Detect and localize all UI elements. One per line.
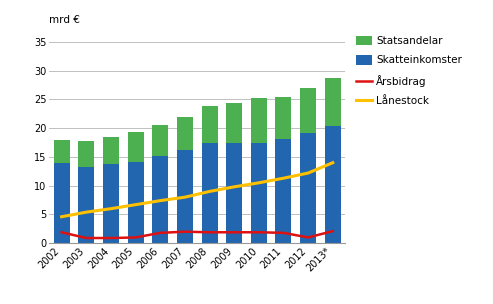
Bar — [300, 133, 316, 243]
Bar — [276, 139, 291, 243]
Bar — [202, 143, 217, 243]
Legend: Statsandelar, Skatteinkomster, Årsbidrag, Lånestock: Statsandelar, Skatteinkomster, Årsbidrag… — [356, 36, 462, 106]
Bar — [103, 137, 119, 164]
Bar — [54, 140, 70, 163]
Bar — [325, 78, 341, 126]
Bar — [251, 143, 267, 243]
Bar — [78, 141, 94, 167]
Bar — [300, 88, 316, 133]
Bar — [152, 156, 168, 243]
Bar — [177, 150, 193, 243]
Bar — [54, 163, 70, 243]
Bar — [103, 164, 119, 243]
Bar — [128, 132, 143, 161]
Bar — [128, 161, 143, 243]
Bar — [325, 126, 341, 243]
Bar — [251, 98, 267, 143]
Bar — [202, 106, 217, 143]
Bar — [226, 143, 242, 243]
Bar — [226, 103, 242, 143]
Bar — [152, 125, 168, 156]
Bar — [78, 167, 94, 243]
Text: mrd €: mrd € — [49, 15, 80, 25]
Bar — [177, 117, 193, 150]
Bar — [276, 97, 291, 139]
